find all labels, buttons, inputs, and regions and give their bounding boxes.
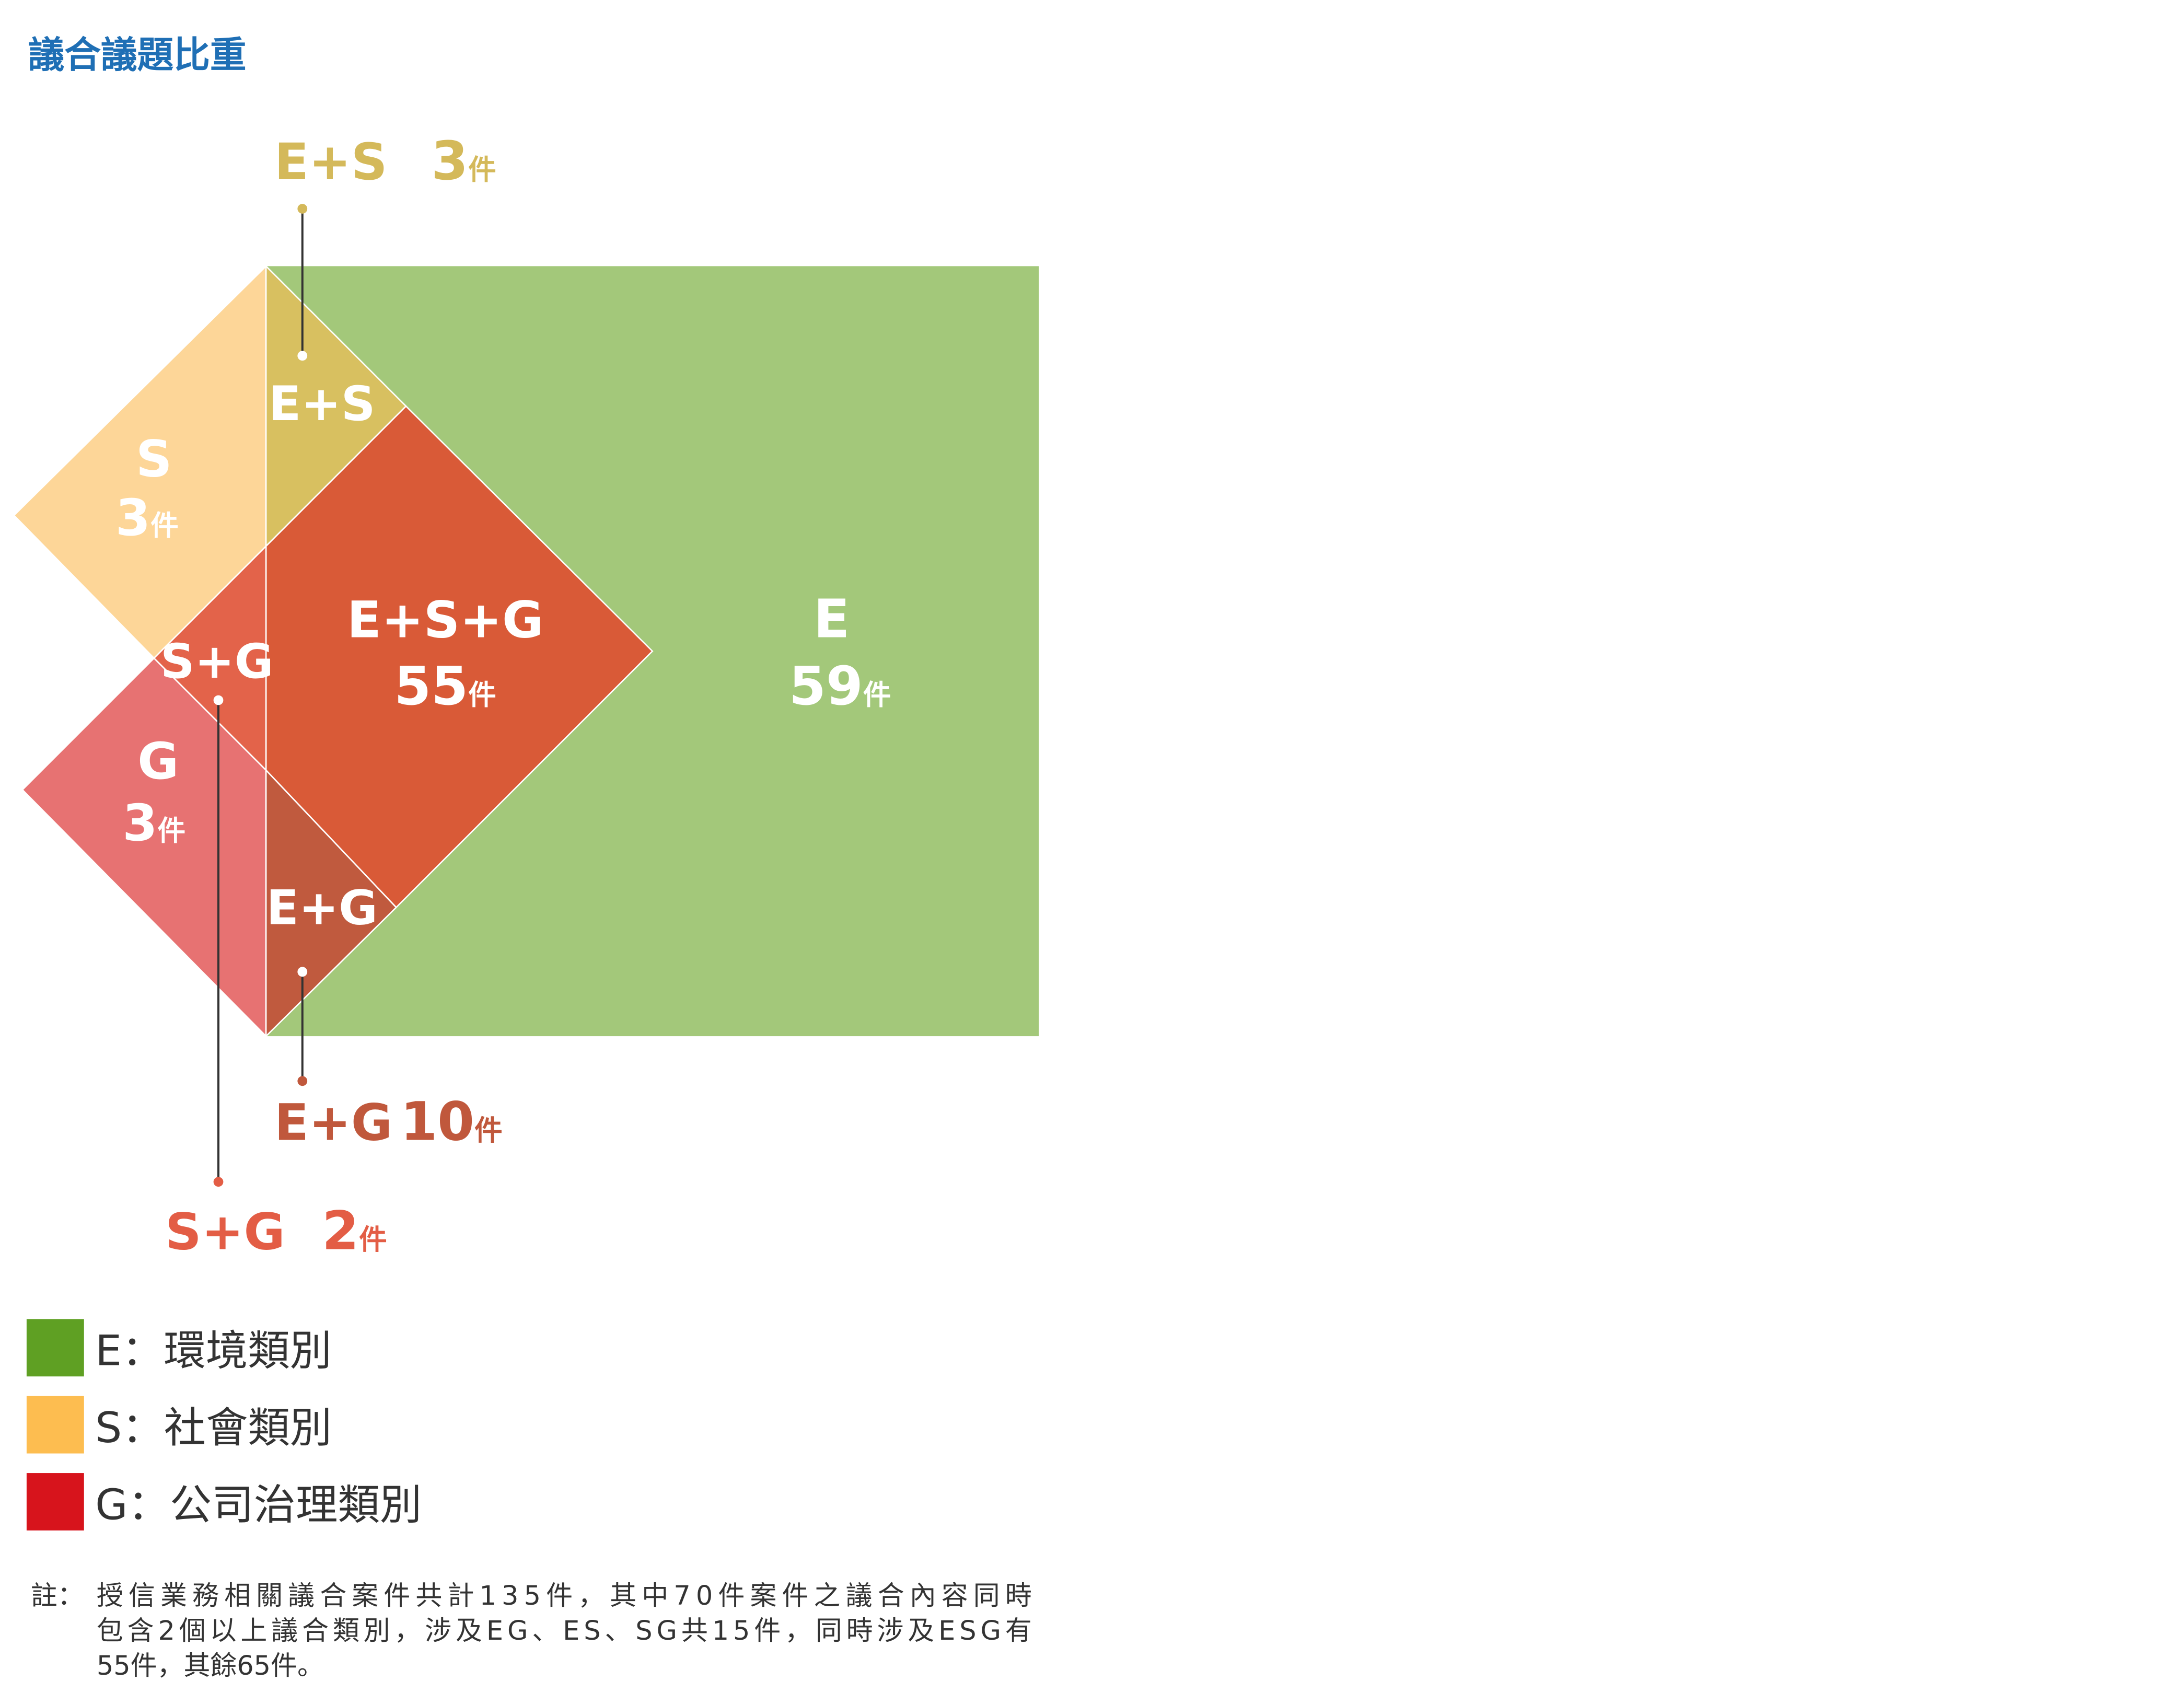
footnote: 註： 授信業務相關議合案件共計135件，其中70件案件之議合內容同時 包含2個以…: [31, 1581, 1032, 1682]
callout-eg-label: E+G: [274, 1093, 392, 1152]
page-title: 議合議題比重: [28, 34, 247, 76]
dot-es-inner: [297, 351, 308, 361]
label-sg: S+G: [160, 634, 274, 689]
label-esg: E+S+G: [347, 590, 543, 649]
legend-label-g: G：公司治理類別: [95, 1480, 422, 1529]
dot-sg-callout: [213, 1177, 224, 1187]
legend-label-e: E：環境類別: [95, 1326, 332, 1375]
leader-lines: [217, 208, 304, 1182]
note-line-1: 授信業務相關議合案件共計135件，其中70件案件之議合內容同時: [97, 1581, 1032, 1611]
legend: E：環境類別 S：社會類別 G：公司治理類別: [26, 1319, 422, 1530]
label-s: S: [136, 429, 172, 488]
callout-es-count: 3件: [431, 130, 496, 192]
callout-sg-label: S+G: [165, 1202, 285, 1261]
count-g: 3件: [122, 793, 185, 852]
legend-swatch-e: [26, 1319, 84, 1377]
count-e: 59件: [789, 655, 891, 717]
note-line-3: 55件，其餘65件。: [97, 1651, 324, 1682]
label-eg: E+G: [266, 880, 378, 936]
dot-eg-callout: [297, 1076, 308, 1086]
legend-label-s: S：社會類別: [95, 1403, 332, 1452]
dot-sg-inner: [213, 695, 224, 705]
callout-es-label: E+S: [274, 132, 387, 191]
label-g: G: [137, 732, 179, 791]
count-s: 3件: [115, 488, 179, 547]
legend-swatch-s: [26, 1396, 84, 1454]
callout-eg-count: 10件: [400, 1091, 502, 1153]
legend-swatch-g: [26, 1473, 84, 1530]
note-line-2: 包含2個以上議合類別，涉及EG、ES、SG共15件，同時涉及ESG有: [97, 1616, 1032, 1646]
dot-eg-inner: [297, 967, 308, 977]
note-prefix: 註：: [31, 1581, 84, 1611]
count-esg: 55件: [394, 655, 496, 717]
dot-es-callout: [297, 204, 308, 214]
callout-sg-count: 2件: [322, 1200, 387, 1262]
label-es: E+S: [269, 376, 375, 432]
label-e: E: [814, 588, 850, 650]
